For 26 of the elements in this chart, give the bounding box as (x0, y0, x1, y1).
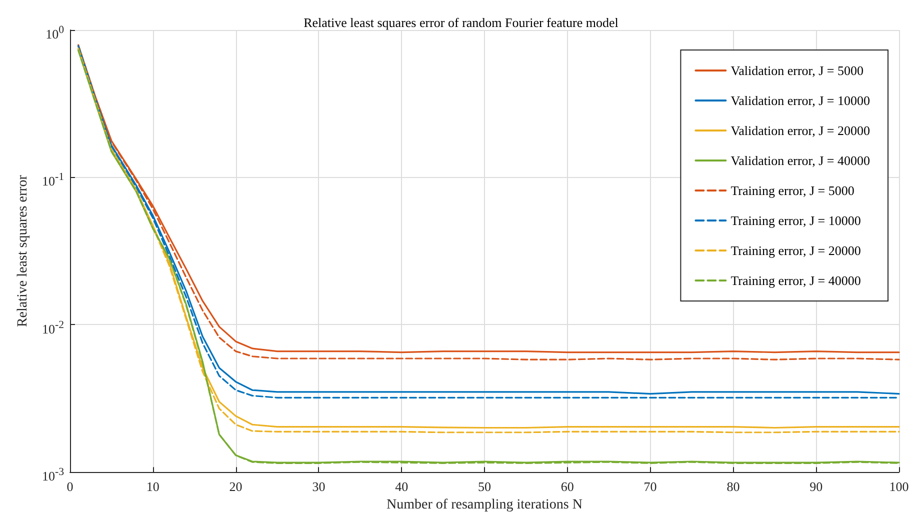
x-tick-label: 100 (889, 479, 909, 494)
x-tick-label: 50 (478, 479, 491, 494)
legend-label: Validation error, J = 5000 (730, 63, 864, 78)
chart-title: Relative least squares error of random Fourier feature model (304, 15, 619, 30)
x-tick-label: 30 (312, 479, 326, 494)
legend-label: Validation error, J = 40000 (730, 153, 870, 168)
legend-label: Training error, J = 5000 (730, 183, 854, 198)
x-tick-label: 0 (66, 479, 74, 494)
y-tick-label: 10$^{-3}$ (42, 465, 64, 486)
x-tick-label: 90 (810, 479, 823, 494)
x-tick-label: 70 (644, 479, 657, 494)
x-tick-label: 40 (395, 479, 408, 494)
x-tick-label: 80 (726, 479, 740, 494)
legend-label: Training error, J = 40000 (730, 273, 861, 288)
legend-label: Training error, J = 20000 (730, 243, 861, 258)
y-tick-label: 10$^{0}$ (46, 23, 64, 44)
x-tick-label: 20 (229, 479, 242, 494)
y-tick-label: 10$^{-1}$ (42, 170, 64, 191)
y-axis-title: Relative least squares error (16, 174, 30, 328)
y-tick-label: 10$^{-2}$ (42, 318, 64, 338)
x-axis-title: Number of resampling iterations N (386, 498, 582, 512)
legend-label: Training error, J = 10000 (730, 213, 861, 228)
x-tick-label: 10 (146, 479, 160, 494)
legend-label: Validation error, J = 10000 (730, 93, 870, 108)
legend-label: Validation error, J = 20000 (730, 123, 870, 138)
x-tick-label: 60 (560, 479, 574, 494)
